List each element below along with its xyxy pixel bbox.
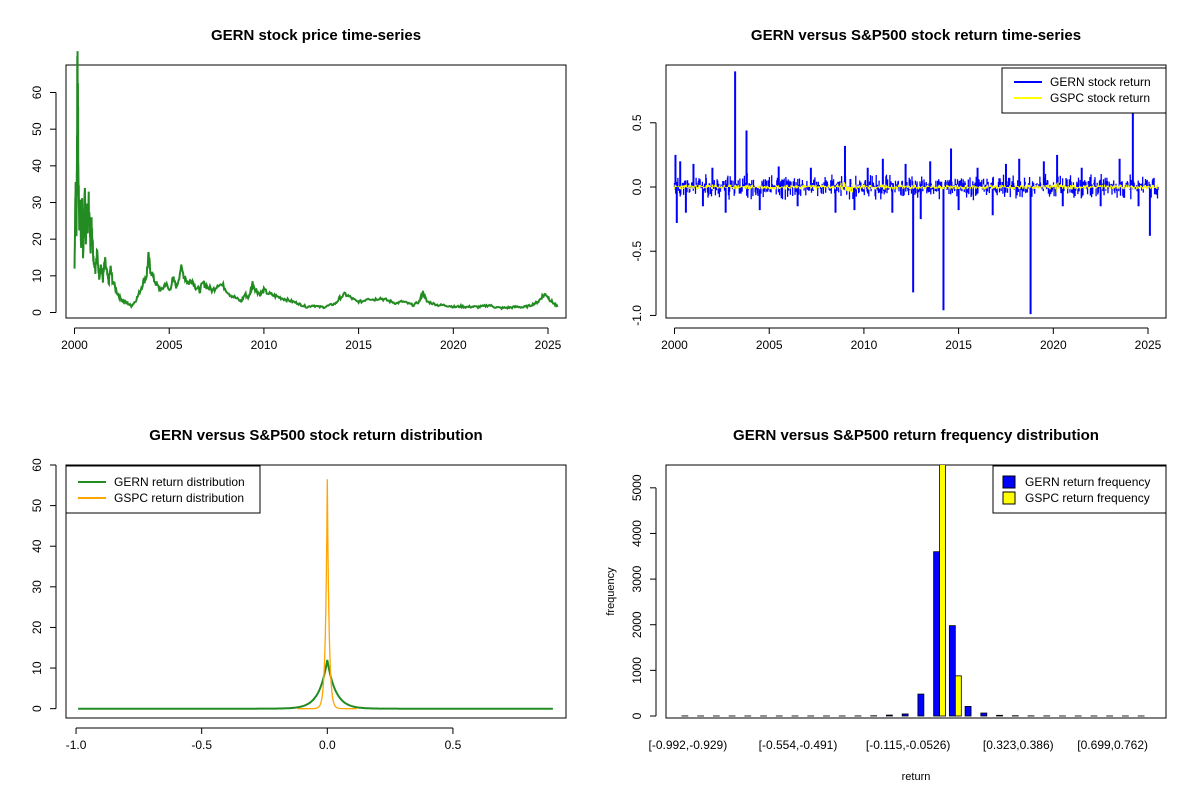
bar-0	[996, 714, 1003, 717]
x-tick-label-4: [-0.992,-0.929)	[649, 738, 728, 752]
y-axis-4-tick-label: 2000	[630, 611, 644, 638]
series-gspc-return	[673, 182, 1159, 193]
bars-group	[681, 465, 1145, 717]
y-axis-3-tick-label: 60	[30, 458, 44, 472]
x-axis-2-tick-label: 2010	[851, 338, 878, 352]
y-axis-4-tick-label: 1000	[630, 657, 644, 684]
x-axis-3-tick-label: 0.5	[445, 738, 462, 752]
y-axis-2-tick-label: -0.5	[630, 241, 644, 262]
legend-box-3	[65, 465, 261, 514]
x-tick-label-4: [-0.554,-0.491)	[759, 738, 838, 752]
y-axis-2-tick-label: 0.0	[630, 178, 644, 195]
y-axis-3-tick-label: 10	[30, 661, 44, 675]
x-axis-1-tick-label: 2005	[156, 338, 183, 352]
plot-frame-3	[65, 464, 567, 719]
legend-box-2	[1001, 67, 1167, 114]
y-axis-3-tick-label: 20	[30, 620, 44, 634]
legend-box-4	[992, 465, 1167, 514]
bar-0	[948, 625, 956, 717]
y-axis-1-tick-label: 50	[30, 122, 44, 136]
legend-label-3-0: GERN return distribution	[114, 475, 245, 489]
bar-0	[901, 713, 909, 717]
plot-frame-2	[665, 64, 1167, 319]
y-axis-2-tick-label: 0.5	[630, 114, 644, 131]
legend-label-2-1: GSPC stock return	[1050, 91, 1150, 105]
x-axis-2-tick-label: 2025	[1135, 338, 1162, 352]
y-axis-4-tick-label: 5000	[630, 474, 644, 501]
y-axis-1-tick-label: 40	[30, 159, 44, 173]
y-axis-1-tick-label: 60	[30, 86, 44, 100]
bar-1	[954, 675, 962, 717]
y-axis-1-tick-label: 10	[30, 269, 44, 283]
legend-swatch-4-0	[1002, 475, 1016, 489]
x-axis-1-tick-label: 2025	[535, 338, 562, 352]
chart-title-3: GERN versus S&P500 stock return distribu…	[149, 427, 482, 444]
series-density-0	[78, 659, 553, 710]
y-axis-3-tick-label: 40	[30, 539, 44, 553]
y-axis-4-tick-label: 4000	[630, 520, 644, 547]
chart-title-2: GERN versus S&P500 stock return time-ser…	[751, 27, 1081, 44]
bar-0	[964, 706, 972, 717]
y-axis-2-tick-label: -1.0	[630, 305, 644, 326]
legend-label-3-1: GSPC return distribution	[114, 491, 244, 505]
bar-0	[917, 693, 925, 717]
x-axis-2-tick-label: 2005	[756, 338, 783, 352]
x-axis-3-tick-label: -0.5	[191, 738, 212, 752]
x-tick-label-4: [-0.115,-0.0526)	[866, 738, 951, 752]
x-tick-label-4: [0.323,0.386)	[983, 738, 1054, 752]
bar-0	[933, 551, 941, 717]
x-axis-1-tick-label: 2010	[251, 338, 278, 352]
x-axis-2-tick-label: 2020	[1040, 338, 1067, 352]
y-axis-3-tick-label: 0	[30, 705, 44, 712]
chart-title-1: GERN stock price time-series	[211, 27, 421, 44]
y-axis-3-tick-label: 30	[30, 580, 44, 594]
legend-label-2-0: GERN stock return	[1050, 75, 1151, 89]
bar-0	[980, 712, 988, 717]
chart-title-4: GERN versus S&P500 return frequency dist…	[733, 427, 1099, 444]
x-tick-label-4: [0.699,0.762)	[1077, 738, 1148, 752]
y-axis-1-tick-label: 0	[30, 309, 44, 316]
y-axis-4-tick-label: 3000	[630, 565, 644, 592]
x-axis-1-tick-label: 2020	[440, 338, 467, 352]
bar-1	[939, 465, 946, 717]
y-axis-1-tick-label: 20	[30, 232, 44, 246]
x-axis-1-tick-label: 2000	[61, 338, 88, 352]
x-axis-2-tick-label: 2015	[945, 338, 972, 352]
y-axis-3-tick-label: 50	[30, 499, 44, 513]
legend-swatch-4-1	[1002, 491, 1016, 505]
y-axis-4-tick-label: 0	[630, 712, 644, 719]
legend-label-4-0: GERN return frequency	[1025, 475, 1150, 489]
legend-label-4-1: GSPC return frequency	[1025, 491, 1150, 505]
y-axis-label-4: frequency	[605, 567, 617, 616]
plot-frame-1	[65, 64, 567, 319]
plot-frame-4	[665, 464, 1167, 719]
y-axis-1-tick-label: 30	[30, 196, 44, 210]
x-axis-label-4: return	[902, 771, 931, 783]
series-density-1	[297, 479, 357, 710]
series-gern-price	[73, 51, 559, 311]
x-axis-1-tick-label: 2015	[345, 338, 372, 352]
x-axis-3-tick-label: 0.0	[319, 738, 336, 752]
bar-0	[886, 714, 893, 717]
x-axis-3-tick-label: -1.0	[66, 738, 87, 752]
x-axis-2-tick-label: 2000	[661, 338, 688, 352]
